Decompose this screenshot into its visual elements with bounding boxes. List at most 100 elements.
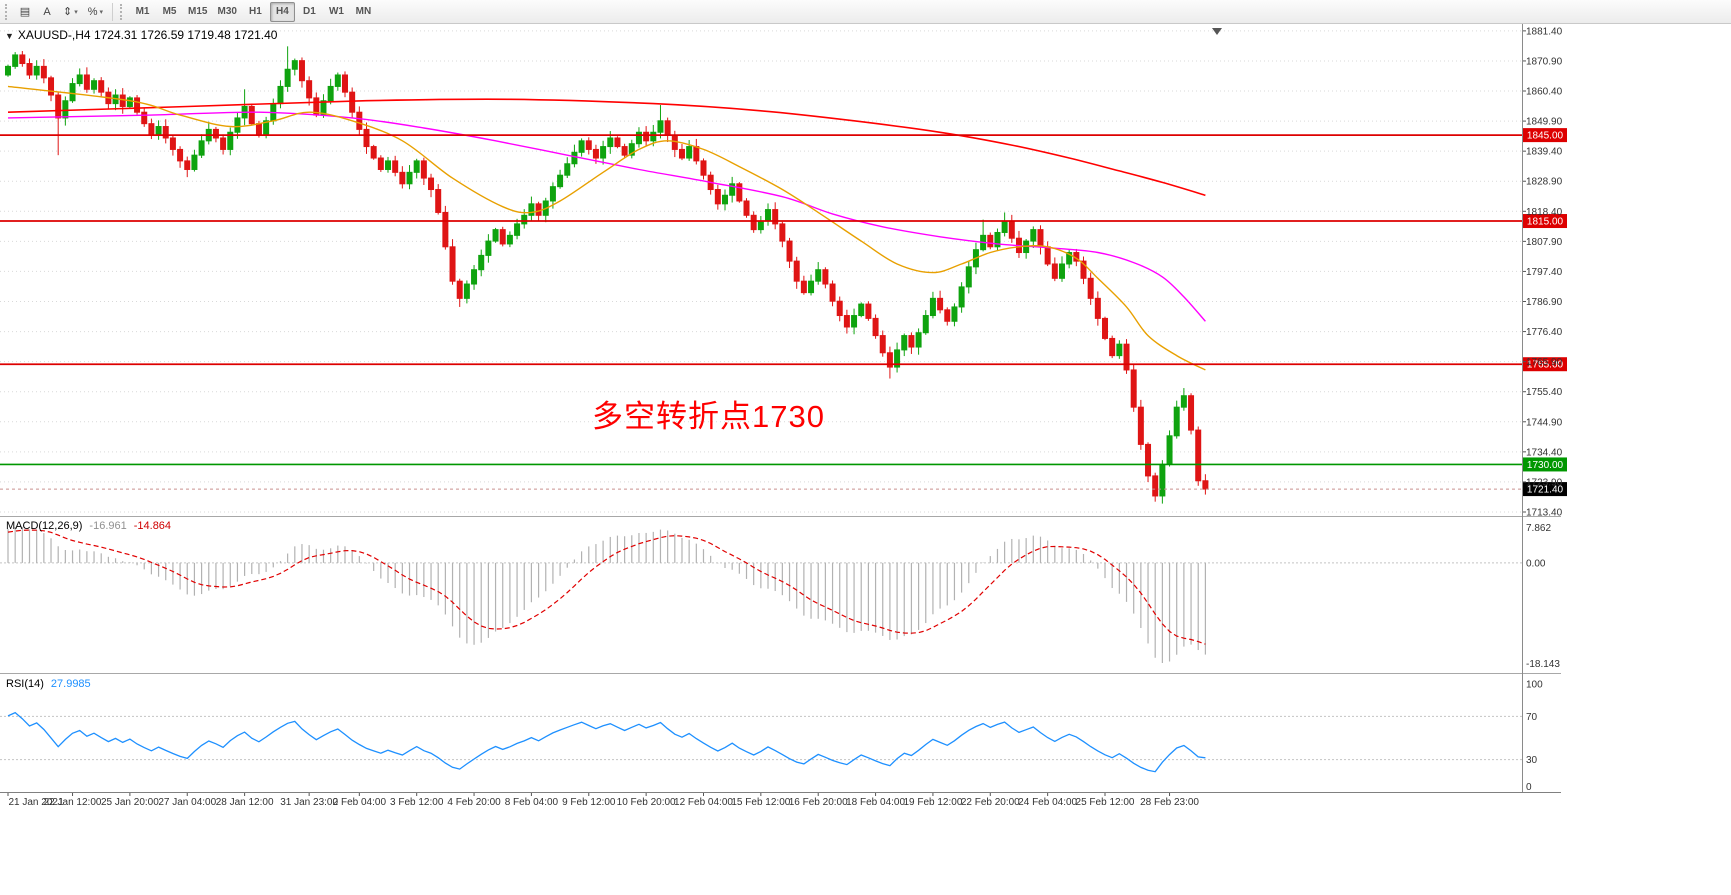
candle-body (944, 309, 951, 322)
candle-body (994, 231, 1001, 248)
timeframe-button-mn[interactable]: MN (355, 6, 372, 17)
candle-body (1094, 297, 1101, 319)
percent-scale-tool-button[interactable]: % ▾ (87, 5, 104, 18)
price-axis-label: 1744.90 (1526, 417, 1563, 428)
candle-body (729, 183, 736, 196)
candle-body (385, 160, 392, 170)
rsi-axis-label: 0 (1526, 782, 1532, 793)
candle-body (714, 189, 721, 205)
window-layout-button[interactable]: ▤ (19, 6, 31, 18)
candle-body (1116, 343, 1123, 357)
timeframe-button-d1[interactable]: D1 (303, 6, 316, 17)
candle-body (786, 240, 793, 262)
vertical-scale-tool-caret-icon: ▾ (74, 8, 78, 16)
candle-body (1137, 406, 1144, 445)
candle-body (628, 143, 635, 156)
candle-body (463, 283, 470, 299)
candle-body (700, 160, 707, 176)
candle-body (134, 97, 141, 113)
candle-body (33, 65, 40, 76)
horizontal-lines: 1845.00 1815.00 1765.00 1730.00 1721.40 (0, 128, 1567, 497)
timeframe-button-m30[interactable]: M30 (217, 6, 237, 17)
candle-body (793, 260, 800, 282)
candle-body (191, 154, 198, 170)
vertical-scale-tool-button[interactable]: ⇕ ▾ (63, 6, 78, 18)
time-axis-label: 18 Feb 04:00 (846, 797, 905, 808)
chart-ohlc-values: 1724.31 1726.59 1719.48 1721.40 (93, 28, 278, 42)
ma-slow-red-line (7, 98, 1206, 197)
price-badge-1730.00 (1523, 457, 1567, 472)
time-axis-label: 28 Jan 12:00 (216, 797, 274, 808)
candle-body (858, 303, 865, 317)
candle-body (1087, 277, 1094, 299)
tools-group: ▤ A ⇕ ▾ % ▾ (14, 2, 108, 22)
candle-body (234, 117, 241, 133)
time-axis-label: 12 Feb 04:00 (674, 797, 733, 808)
price-scale-drag-area[interactable] (1522, 24, 1582, 792)
current-price-badge (1523, 482, 1567, 497)
time-axis-label: 22 Feb 20:00 (961, 797, 1020, 808)
rsi-axis-label: 70 (1526, 712, 1538, 723)
price-badge-1815.00 (1523, 214, 1567, 229)
candle-body (499, 229, 506, 245)
candle-body (879, 335, 886, 354)
candle-body (485, 240, 492, 256)
candle-body (1058, 263, 1065, 279)
candle-body (62, 100, 69, 119)
time-axis-label: 21 Jan 2021 (8, 797, 63, 808)
candle-body (91, 80, 98, 90)
candle-body (377, 157, 384, 170)
macd-main-value: -16.961 (89, 520, 127, 532)
candle-body (291, 60, 298, 70)
macd-name: MACD(12,26,9) (6, 520, 83, 532)
time-axis-label: 25 Jan 20:00 (101, 797, 159, 808)
timeframe-button-m15[interactable]: M15 (188, 6, 208, 17)
candle-body (12, 54, 19, 67)
rsi-indicator-label: RSI(14) 27.9985 (6, 678, 91, 690)
candle-body (743, 200, 750, 216)
candle-body (750, 214, 757, 231)
text-tool-button[interactable]: A (43, 5, 51, 18)
price-badge-text: 1765.00 (1527, 360, 1564, 371)
candle-body (26, 63, 33, 76)
candle-body (1180, 395, 1187, 408)
candle-body (937, 297, 944, 311)
candle-body (736, 183, 743, 202)
timeframes-group: M1 M5 M15 M30 H1 H4 D1 W1 MN (129, 1, 377, 22)
toolbar-grip[interactable] (5, 3, 11, 20)
moving-averages (7, 85, 1206, 371)
time-axis-label: 19 Feb 12:00 (903, 797, 962, 808)
timeframe-button-m5[interactable]: M5 (162, 6, 177, 17)
candle-body (929, 297, 936, 317)
candle-body (1080, 260, 1087, 279)
candle-body (1102, 317, 1109, 339)
price-axis: 1881.40 1870.90 1860.40 1849.90 1839.40 1828.… (1522, 26, 1563, 518)
candle-body (922, 315, 929, 334)
candle-body (678, 148, 685, 159)
candle-body (1066, 252, 1073, 265)
candle-body (1130, 369, 1137, 408)
candle-body (212, 128, 219, 139)
timeframe-button-w1[interactable]: W1 (328, 6, 344, 17)
timeframe-button-h4[interactable]: H4 (269, 1, 295, 22)
one-click-trading-toggle[interactable]: ▼ (5, 31, 14, 41)
macd-axis-label: -18.143 (1526, 659, 1560, 670)
candle-body (987, 234, 994, 248)
price-axis-label: 1797.40 (1526, 267, 1563, 278)
chart-annotation-text: 多空转折点1730 (592, 399, 825, 434)
timeframe-button-m1[interactable]: M1 (135, 6, 150, 17)
timeframe-button-h1[interactable]: H1 (249, 6, 262, 17)
chart-title: ▼ XAUUSD-,H4 1724.31 1726.59 1719.48 1721… (5, 28, 277, 42)
time-scale-drag-area[interactable] (0, 793, 1522, 812)
candle-body (1173, 406, 1180, 437)
toolbar-grip-2[interactable] (120, 3, 126, 20)
candle-body (592, 148, 599, 159)
candle-body (435, 189, 442, 213)
rsi-axis-label: 100 (1526, 680, 1543, 691)
candle-body (1123, 343, 1130, 371)
candle-body (220, 137, 227, 150)
time-axis-label: 15 Feb 12:00 (731, 797, 790, 808)
candle-body (248, 105, 255, 125)
candle-body (1152, 475, 1159, 497)
